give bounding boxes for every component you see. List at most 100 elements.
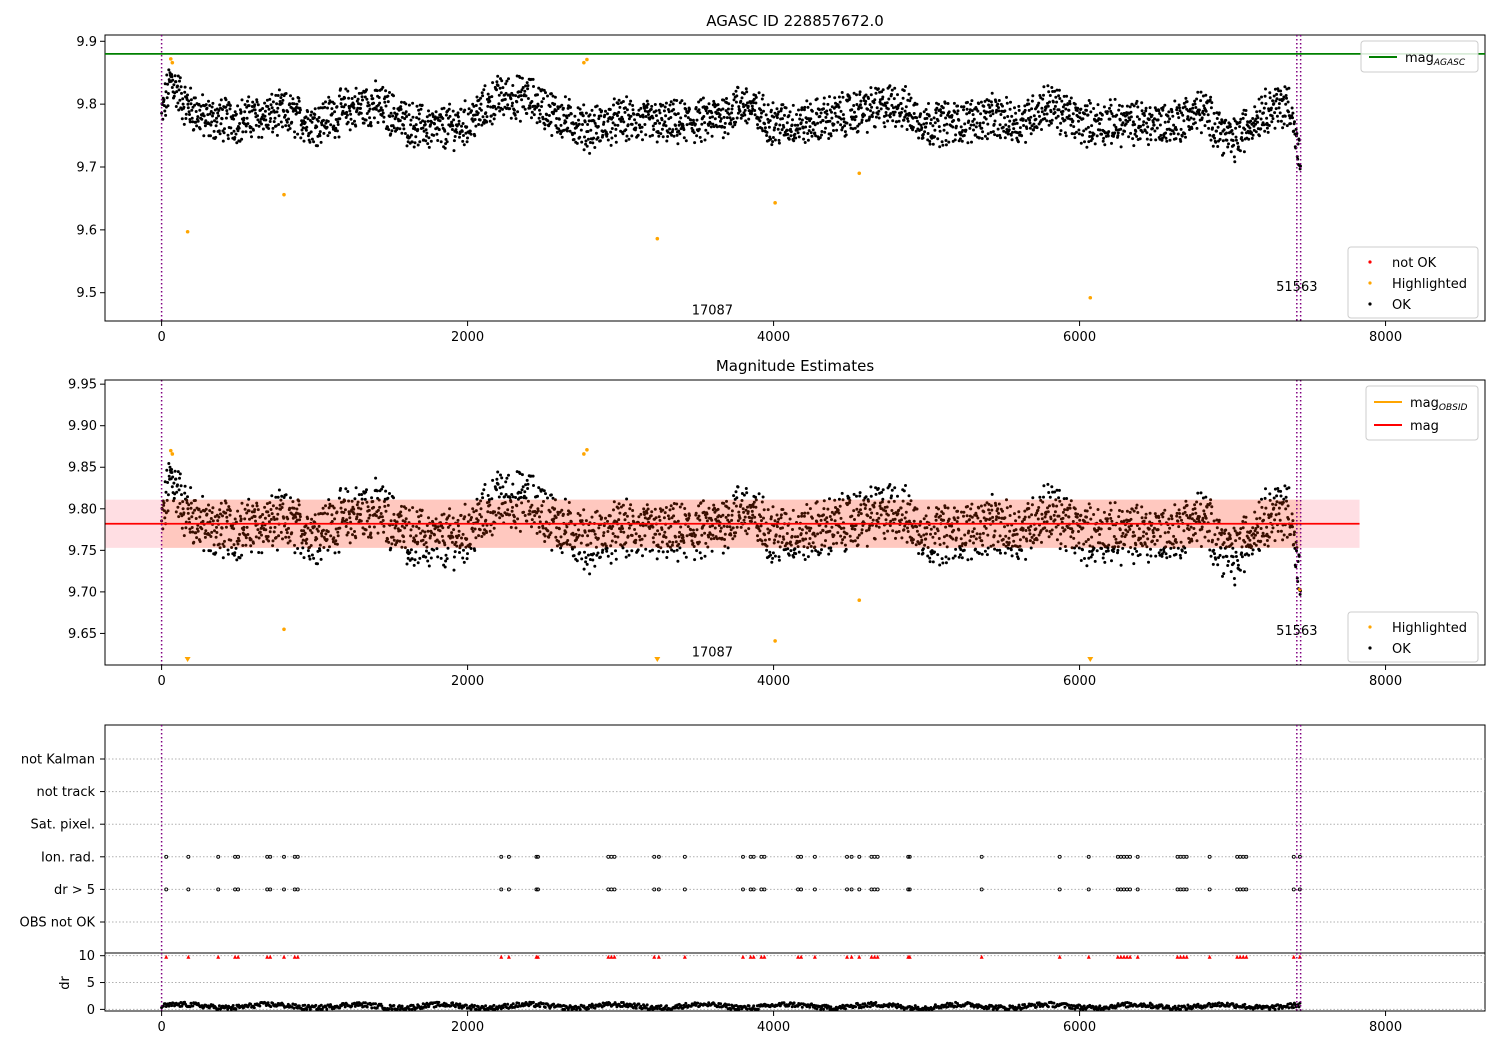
ok-point [472,104,476,108]
ok-point [199,510,203,514]
ok-point [664,506,668,509]
ok-point [597,117,601,121]
ok-point [972,128,975,132]
ok-point [376,121,380,124]
ok-point [1003,136,1007,140]
ok-point [300,541,304,545]
ok-point [774,122,778,126]
ok-point [427,136,431,140]
ok-point [403,117,407,121]
ok-point [959,537,963,541]
ok-point [889,112,893,116]
ok-point [1234,138,1238,142]
ok-point [683,102,687,106]
ok-point [793,547,797,551]
ok-point [823,544,827,548]
ok-point [969,535,973,538]
ok-point [1283,114,1287,118]
ok-point [297,503,301,507]
ok-point [360,497,364,501]
ok-point [1118,103,1121,107]
ok-point [1193,121,1197,125]
ok-point [1133,132,1137,136]
ok-point [1024,119,1028,123]
ok-point [536,494,539,498]
ok-point [593,121,597,125]
ok-point [356,500,360,504]
ok-point [595,509,599,513]
ok-point [829,549,833,553]
ok-point [666,135,670,138]
ok-point [981,531,985,535]
ok-point [369,536,373,539]
ok-point [871,111,875,115]
ok-point [163,109,167,113]
ok-point [470,516,473,519]
ok-point [268,530,272,534]
ok-point [794,552,798,556]
ok-point [246,122,250,126]
ok-point [645,99,649,103]
ok-point [902,489,906,493]
ok-point [789,134,793,138]
ok-point [915,529,919,533]
ok-point [452,555,456,559]
ok-point [275,517,279,521]
ok-point [1066,116,1070,120]
ok-point [363,497,367,501]
ok-point [566,126,570,130]
ok-point [588,572,592,576]
ok-point [753,109,757,112]
ok-point [176,483,179,487]
ok-point [423,534,427,538]
ok-point [820,133,823,137]
ok-point [701,96,705,100]
ok-point [886,107,890,111]
ok-point [1090,124,1094,128]
ok-point [880,90,884,94]
ok-point [934,518,938,522]
ok-point [437,541,441,544]
ok-point [323,511,327,515]
ok-point [725,97,728,100]
ok-point [254,111,257,115]
ok-point [1042,112,1046,116]
ok-point [372,505,376,509]
ok-point [321,506,325,510]
ok-point [1180,111,1183,115]
ok-point [803,105,807,109]
ok-point [1088,130,1092,134]
ok-point [937,102,940,106]
ok-point [236,542,240,546]
ok-point [178,79,181,83]
ok-point [542,500,545,503]
ok-point [498,109,502,113]
ok-point [466,136,469,140]
ok-point [1046,84,1050,88]
ok-point [367,516,371,520]
ok-point [302,556,306,560]
ok-point [400,115,404,119]
ok-point [923,130,927,134]
ok-point [403,132,407,135]
ok-point [228,509,232,513]
ok-point [1055,88,1059,92]
ok-point [968,126,972,130]
ok-point [1151,127,1154,130]
ok-point [1234,135,1238,139]
ok-point [583,550,586,554]
ok-point [537,86,541,90]
ok-point [926,546,930,549]
ok-point [857,513,860,517]
ok-point [788,517,792,521]
ok-point [215,531,219,534]
ok-point [983,134,987,138]
ok-point [543,123,547,127]
ok-point [186,511,190,515]
ok-point [269,103,273,107]
ok-point [429,534,432,538]
ok-point [433,533,436,537]
ok-point [832,533,836,537]
ok-point [695,549,699,553]
